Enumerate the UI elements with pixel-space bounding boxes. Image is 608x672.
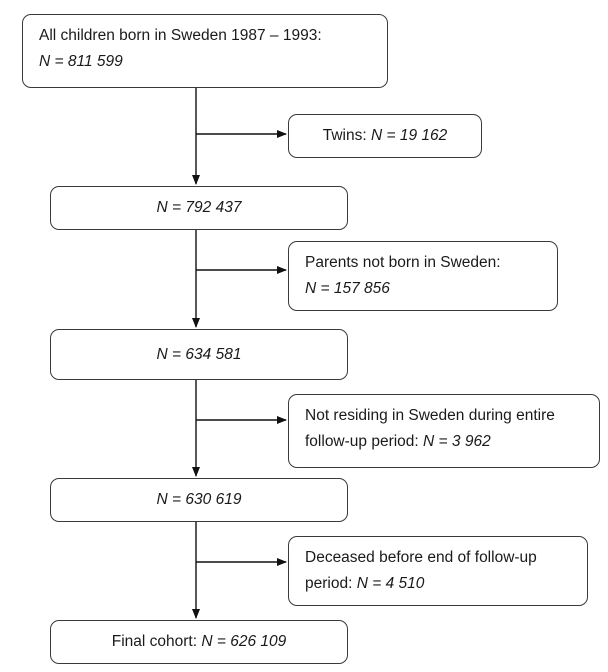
box-deceased: Deceased before end of follow-up period:…: [288, 536, 588, 606]
box-all-children: All children born in Sweden 1987 – 1993:…: [22, 14, 388, 88]
step-2-count: N = 634 581: [156, 345, 242, 363]
step-3-count: N = 630 619: [156, 491, 242, 508]
box-final-cohort: Final cohort: N = 626 109: [50, 620, 348, 664]
box-parents-not-born: Parents not born in Sweden: N = 157 856: [288, 241, 558, 311]
step-1-count: N = 792 437: [156, 199, 242, 216]
box-step-3: N = 630 619: [50, 478, 348, 522]
box-step-2: N = 634 581: [50, 329, 348, 380]
deceased-label: Deceased before end of follow-up: [305, 549, 537, 566]
box-step-1: N = 792 437: [50, 186, 348, 230]
all-children-label: All children born in Sweden 1987 – 1993:: [39, 27, 322, 44]
parents-not-born-count: N = 157 856: [305, 280, 390, 297]
all-children-count: N = 811 599: [39, 53, 123, 70]
box-not-residing: Not residing in Sweden during entire fol…: [288, 394, 600, 468]
deceased-count: period: N = 4 510: [305, 575, 425, 592]
final-cohort-text: Final cohort: N = 626 109: [111, 633, 287, 650]
twins-text: Twins: N = 19 162: [322, 127, 448, 144]
not-residing-count: follow-up period: N = 3 962: [305, 433, 491, 450]
box-twins: Twins: N = 19 162: [288, 114, 482, 158]
parents-not-born-label: Parents not born in Sweden:: [305, 254, 501, 271]
not-residing-label: Not residing in Sweden during entire: [305, 407, 555, 424]
